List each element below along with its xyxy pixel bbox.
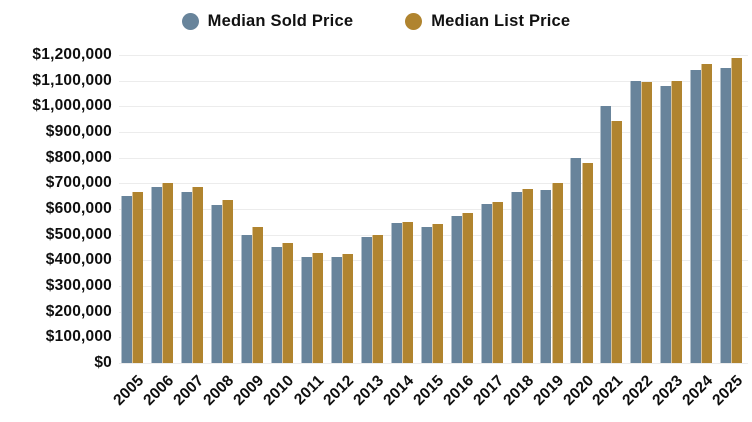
y-axis-tick-label: $600,000 [45,200,112,217]
bar-median-list-price-2005 [132,192,144,363]
bar-median-sold-price-2014 [390,223,402,363]
x-axis-tick-label: 2010 [260,372,298,409]
x-axis-tick-label: 2024 [679,372,717,409]
bar-median-sold-price-2022 [630,81,642,363]
bar-median-sold-price-2021 [600,106,612,363]
x-axis-tick-label: 2014 [380,372,418,409]
bar-median-sold-price-2016 [450,216,462,363]
bar-median-list-price-2020 [581,163,593,363]
bar-median-sold-price-2019 [540,190,552,363]
bar-median-list-price-2024 [701,64,713,363]
bar-median-list-price-2012 [341,253,353,363]
x-axis-tick-label: 2007 [170,372,208,409]
bar-median-sold-price-2018 [510,191,522,363]
gridline [119,183,748,185]
bar-median-list-price-2022 [641,82,653,363]
bar-median-list-price-2013 [371,234,383,363]
y-axis-tick-label: $1,000,000 [32,97,112,115]
bar-median-list-price-2007 [192,186,204,363]
x-axis-tick-label: 2022 [619,372,657,409]
x-axis-tick-label: 2018 [499,372,537,409]
bar-median-sold-price-2012 [330,256,342,363]
x-axis-tick-label: 2016 [439,372,477,409]
y-axis-tick-label: $500,000 [45,225,112,243]
y-axis-tick-label: $1,100,000 [32,71,112,89]
bar-median-sold-price-2024 [690,70,702,363]
x-axis-tick-label: 2023 [649,372,687,409]
bar-median-list-price-2010 [281,242,293,363]
bar-median-sold-price-2011 [300,257,312,363]
x-axis-tick-label: 2009 [230,372,268,409]
y-axis-tick-label: $200,000 [45,302,112,320]
x-axis-tick-label: 2005 [110,372,148,409]
y-axis-tick-label: $800,000 [45,148,112,166]
bar-median-sold-price-2025 [720,67,732,363]
x-axis-tick-label: 2019 [529,372,567,409]
bar-median-list-price-2006 [162,182,174,363]
x-axis-tick-label: 2006 [140,372,178,409]
bar-median-list-price-2016 [461,212,473,363]
bar-median-sold-price-2005 [121,196,133,363]
y-axis-tick-label: $1,200,000 [32,46,112,63]
y-axis-tick-label: $100,000 [45,328,112,346]
bar-median-list-price-2008 [222,200,234,363]
x-axis-tick-label: 2013 [350,372,388,409]
legend-label-sold: Median Sold Price [207,11,354,30]
legend-label-list: Median List Price [431,11,571,30]
bar-median-list-price-2019 [551,183,563,363]
chart-legend: Median Sold Price Median List Price [0,6,752,36]
y-axis-tick-label: $0 [94,354,112,371]
x-axis-tick-label: 2008 [200,372,238,409]
gridline [119,106,748,108]
bar-median-list-price-2015 [431,223,443,363]
gridline [119,55,748,56]
x-axis-tick-label: 2021 [589,372,627,409]
gridline [119,80,748,82]
bar-median-list-price-2023 [671,81,683,363]
bar-median-sold-price-2023 [660,85,672,363]
bar-median-sold-price-2017 [480,204,492,363]
legend-item-median-list-price: Median List Price [405,12,570,31]
x-axis-tick-label: 2012 [320,372,358,409]
bar-median-list-price-2011 [311,253,323,363]
y-axis-tick-label: $900,000 [45,123,112,140]
bar-median-list-price-2017 [491,201,503,363]
gridline [119,363,748,364]
bar-median-sold-price-2013 [360,236,372,363]
gridline [119,157,748,159]
gridline [119,132,748,133]
x-axis-tick-label: 2015 [410,372,448,409]
legend-item-median-sold-price: Median Sold Price [181,11,354,31]
bar-median-sold-price-2008 [211,205,223,363]
bar-median-sold-price-2007 [181,192,193,363]
bar-median-sold-price-2010 [270,247,282,363]
x-axis-tick-label: 2020 [559,372,597,409]
bar-median-sold-price-2015 [420,226,432,363]
bar-median-list-price-2014 [401,221,413,363]
legend-dot-sold-icon [181,12,199,30]
y-axis-tick-label: $400,000 [45,251,112,269]
y-axis-tick-label: $700,000 [45,174,112,192]
bar-median-list-price-2021 [611,120,623,363]
bar-median-list-price-2018 [521,189,533,363]
legend-dot-list-icon [405,12,423,30]
bar-median-sold-price-2020 [570,157,582,363]
bar-median-sold-price-2009 [240,234,252,363]
x-axis-tick-label: 2011 [290,372,328,409]
x-axis-tick-label: 2017 [469,372,507,409]
gridline [119,209,748,210]
bar-median-list-price-2025 [731,57,743,363]
bar-median-list-price-2009 [252,227,264,363]
bar-median-sold-price-2006 [151,187,163,363]
x-axis-tick-label: 2025 [709,372,747,409]
y-axis-tick-label: $300,000 [45,277,112,294]
